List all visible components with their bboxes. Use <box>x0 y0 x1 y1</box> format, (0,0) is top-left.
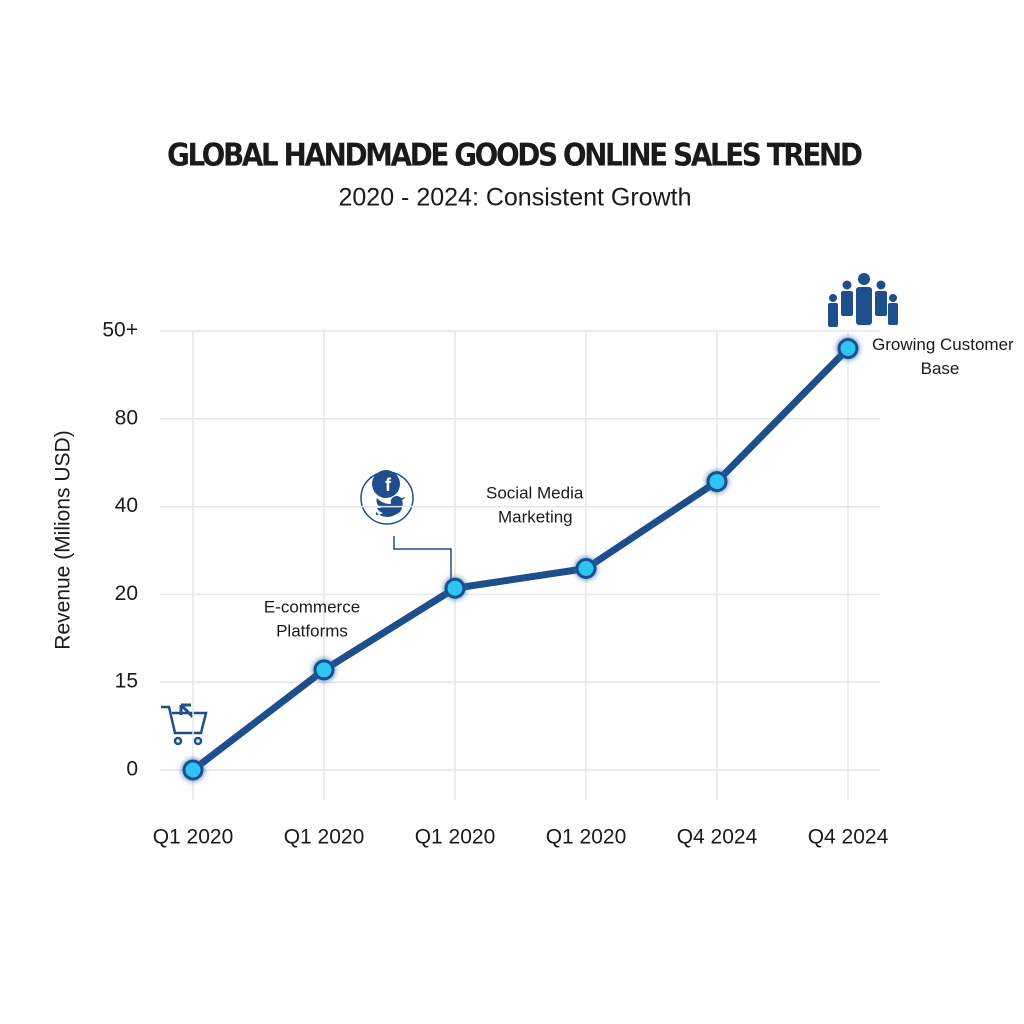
annotation: Growing Customer <box>872 335 1014 354</box>
svg-text:f: f <box>385 475 392 495</box>
x-tick-label: Q1 2020 <box>153 826 234 849</box>
annotation: E-commerce <box>264 597 360 616</box>
annotation: Social Media <box>486 484 584 503</box>
annotation: Base <box>921 359 960 378</box>
y-tick-label: 80 <box>115 406 138 429</box>
data-point <box>837 338 859 360</box>
people-icon <box>828 273 898 327</box>
chart-title: GLOBAL HANDMADE GOODS ONLINE SALES TREND <box>167 138 863 174</box>
cart-icon <box>161 703 208 746</box>
x-tick-label: Q4 2024 <box>677 826 758 849</box>
x-tick-label: Q4 2024 <box>808 826 889 849</box>
x-tick-label: Q1 2020 <box>415 826 496 849</box>
chart-subtitle: 2020 - 2024: Consistent Growth <box>339 184 692 212</box>
data-point <box>182 759 204 781</box>
x-tick-label: Q1 2020 <box>284 826 365 849</box>
annotation: Marketing <box>498 508 573 527</box>
data-point <box>575 557 597 579</box>
x-tick-label: Q1 2020 <box>546 826 627 849</box>
data-point <box>444 577 466 599</box>
data-point <box>313 659 335 681</box>
y-tick-label: 50+ <box>102 319 138 342</box>
data-point <box>706 471 728 493</box>
y-tick-label: 20 <box>115 582 138 605</box>
y-tick-label: 0 <box>126 758 138 781</box>
y-tick-label: 15 <box>115 670 138 693</box>
data-line <box>189 345 852 774</box>
y-tick-label: 40 <box>115 494 138 517</box>
y-axis-label: Revenue (Milions USD) <box>52 430 75 649</box>
annotation: Platforms <box>276 621 348 640</box>
